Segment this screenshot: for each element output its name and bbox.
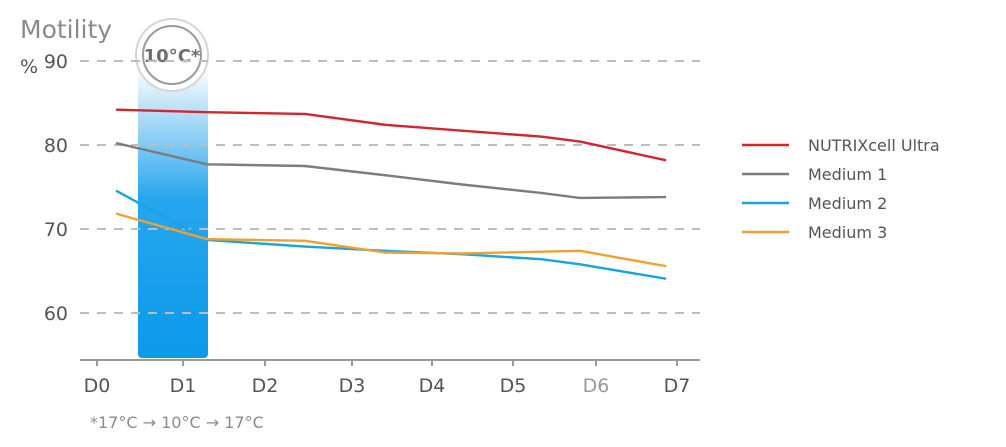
series-line-4 bbox=[115, 212, 667, 268]
legend-label: NUTRIXcell Ultra bbox=[808, 136, 940, 155]
data-point bbox=[383, 174, 387, 177]
data-point bbox=[115, 190, 119, 193]
data-point bbox=[663, 277, 667, 280]
data-point bbox=[205, 111, 209, 114]
data-point bbox=[460, 129, 464, 132]
series-line-1 bbox=[115, 108, 667, 162]
legend-label: Medium 1 bbox=[808, 165, 887, 184]
y-axis-unit: % bbox=[20, 56, 38, 78]
x-tick-label: D7 bbox=[664, 375, 691, 397]
band-label: 10°C* bbox=[144, 46, 201, 67]
y-tick-label: 70 bbox=[44, 219, 68, 241]
data-point bbox=[383, 251, 387, 254]
data-point bbox=[303, 239, 307, 242]
data-point bbox=[303, 112, 307, 116]
series-line-2 bbox=[115, 142, 667, 200]
data-point bbox=[303, 245, 307, 248]
data-point bbox=[663, 195, 667, 199]
data-point bbox=[578, 263, 582, 266]
data-point bbox=[578, 249, 582, 252]
band-badge bbox=[142, 25, 202, 85]
data-point bbox=[539, 135, 543, 138]
x-tick-label: D6 bbox=[583, 375, 610, 397]
data-point bbox=[663, 158, 667, 162]
x-tick-label: D3 bbox=[339, 375, 366, 397]
legend-label: Medium 2 bbox=[808, 194, 887, 213]
data-point bbox=[663, 264, 667, 268]
x-tick-label: D4 bbox=[419, 375, 446, 397]
data-point bbox=[578, 140, 582, 143]
data-point bbox=[460, 252, 464, 255]
x-tick-label: D5 bbox=[500, 375, 527, 397]
data-point bbox=[539, 258, 543, 261]
legend-label: Medium 3 bbox=[808, 223, 887, 242]
data-point bbox=[115, 142, 119, 145]
data-point bbox=[578, 196, 582, 200]
data-point bbox=[115, 212, 119, 216]
y-axis-title: Motility bbox=[20, 15, 112, 44]
data-point bbox=[383, 123, 387, 127]
y-tick-label: 80 bbox=[44, 135, 68, 157]
data-point bbox=[205, 237, 209, 241]
data-point bbox=[539, 191, 543, 195]
data-point bbox=[115, 108, 119, 111]
x-tick-label: D1 bbox=[170, 375, 197, 397]
data-point bbox=[303, 164, 307, 168]
y-tick-label: 60 bbox=[44, 303, 68, 325]
cooling-band bbox=[138, 68, 208, 358]
x-tick-label: D0 bbox=[84, 375, 111, 397]
x-tick-label: D2 bbox=[252, 375, 279, 397]
data-point bbox=[460, 183, 464, 186]
data-point bbox=[205, 163, 209, 166]
data-point bbox=[539, 250, 543, 253]
chart-footnote: *17°C → 10°C → 17°C bbox=[90, 413, 264, 432]
y-tick-label: 90 bbox=[44, 51, 68, 73]
